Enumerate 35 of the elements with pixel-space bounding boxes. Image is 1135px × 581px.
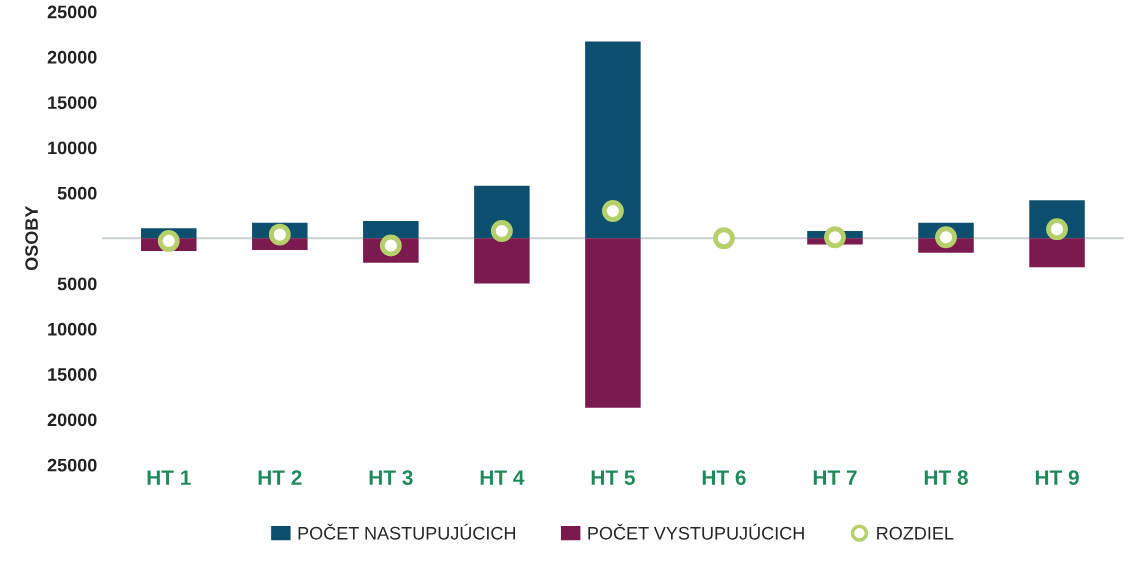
bar bbox=[474, 238, 530, 284]
bar bbox=[1029, 238, 1085, 268]
bar bbox=[585, 41, 641, 239]
point bbox=[935, 226, 957, 249]
point bbox=[713, 227, 735, 250]
y-tick-label: 25000 bbox=[47, 5, 97, 19]
legend-label: POČET VYSTUPUJÚCICH bbox=[588, 523, 804, 540]
y-tick-label: 10000 bbox=[48, 322, 97, 336]
point bbox=[824, 226, 846, 249]
bar bbox=[585, 238, 641, 408]
y-tick-label: 10000 bbox=[48, 141, 97, 155]
y-tick-label: 5000 bbox=[57, 186, 97, 200]
x-tick-label: HT 6 bbox=[702, 470, 746, 485]
y-axis-title: OSOBY bbox=[25, 205, 38, 271]
x-tick-label: HT 5 bbox=[591, 470, 635, 485]
x-tick-label: HT 8 bbox=[924, 470, 968, 485]
point bbox=[268, 223, 291, 246]
legend-label: POČET NASTUPUJÚCICH bbox=[298, 523, 516, 540]
x-tick-label: HT 9 bbox=[1035, 470, 1079, 485]
y-tick-label: 20000 bbox=[47, 413, 97, 427]
y-tick-label: 15000 bbox=[48, 96, 97, 109]
y-tick-label: 15000 bbox=[48, 368, 97, 381]
x-tick-label: HT 4 bbox=[480, 470, 525, 485]
y-tick-label: 25000 bbox=[47, 458, 97, 472]
point bbox=[601, 200, 624, 222]
x-tick-label: HT 7 bbox=[813, 470, 857, 485]
bar bbox=[363, 220, 419, 239]
point bbox=[157, 229, 180, 252]
y-tick-label: 20000 bbox=[47, 50, 97, 64]
y-tick-label: 5000 bbox=[57, 277, 97, 291]
x-tick-label: HT 2 bbox=[258, 470, 302, 485]
x-tick-label: HT 1 bbox=[147, 470, 191, 485]
point bbox=[490, 220, 513, 242]
x-tick-label: HT 3 bbox=[369, 470, 413, 485]
legend-label: ROZDIEL bbox=[877, 526, 954, 540]
